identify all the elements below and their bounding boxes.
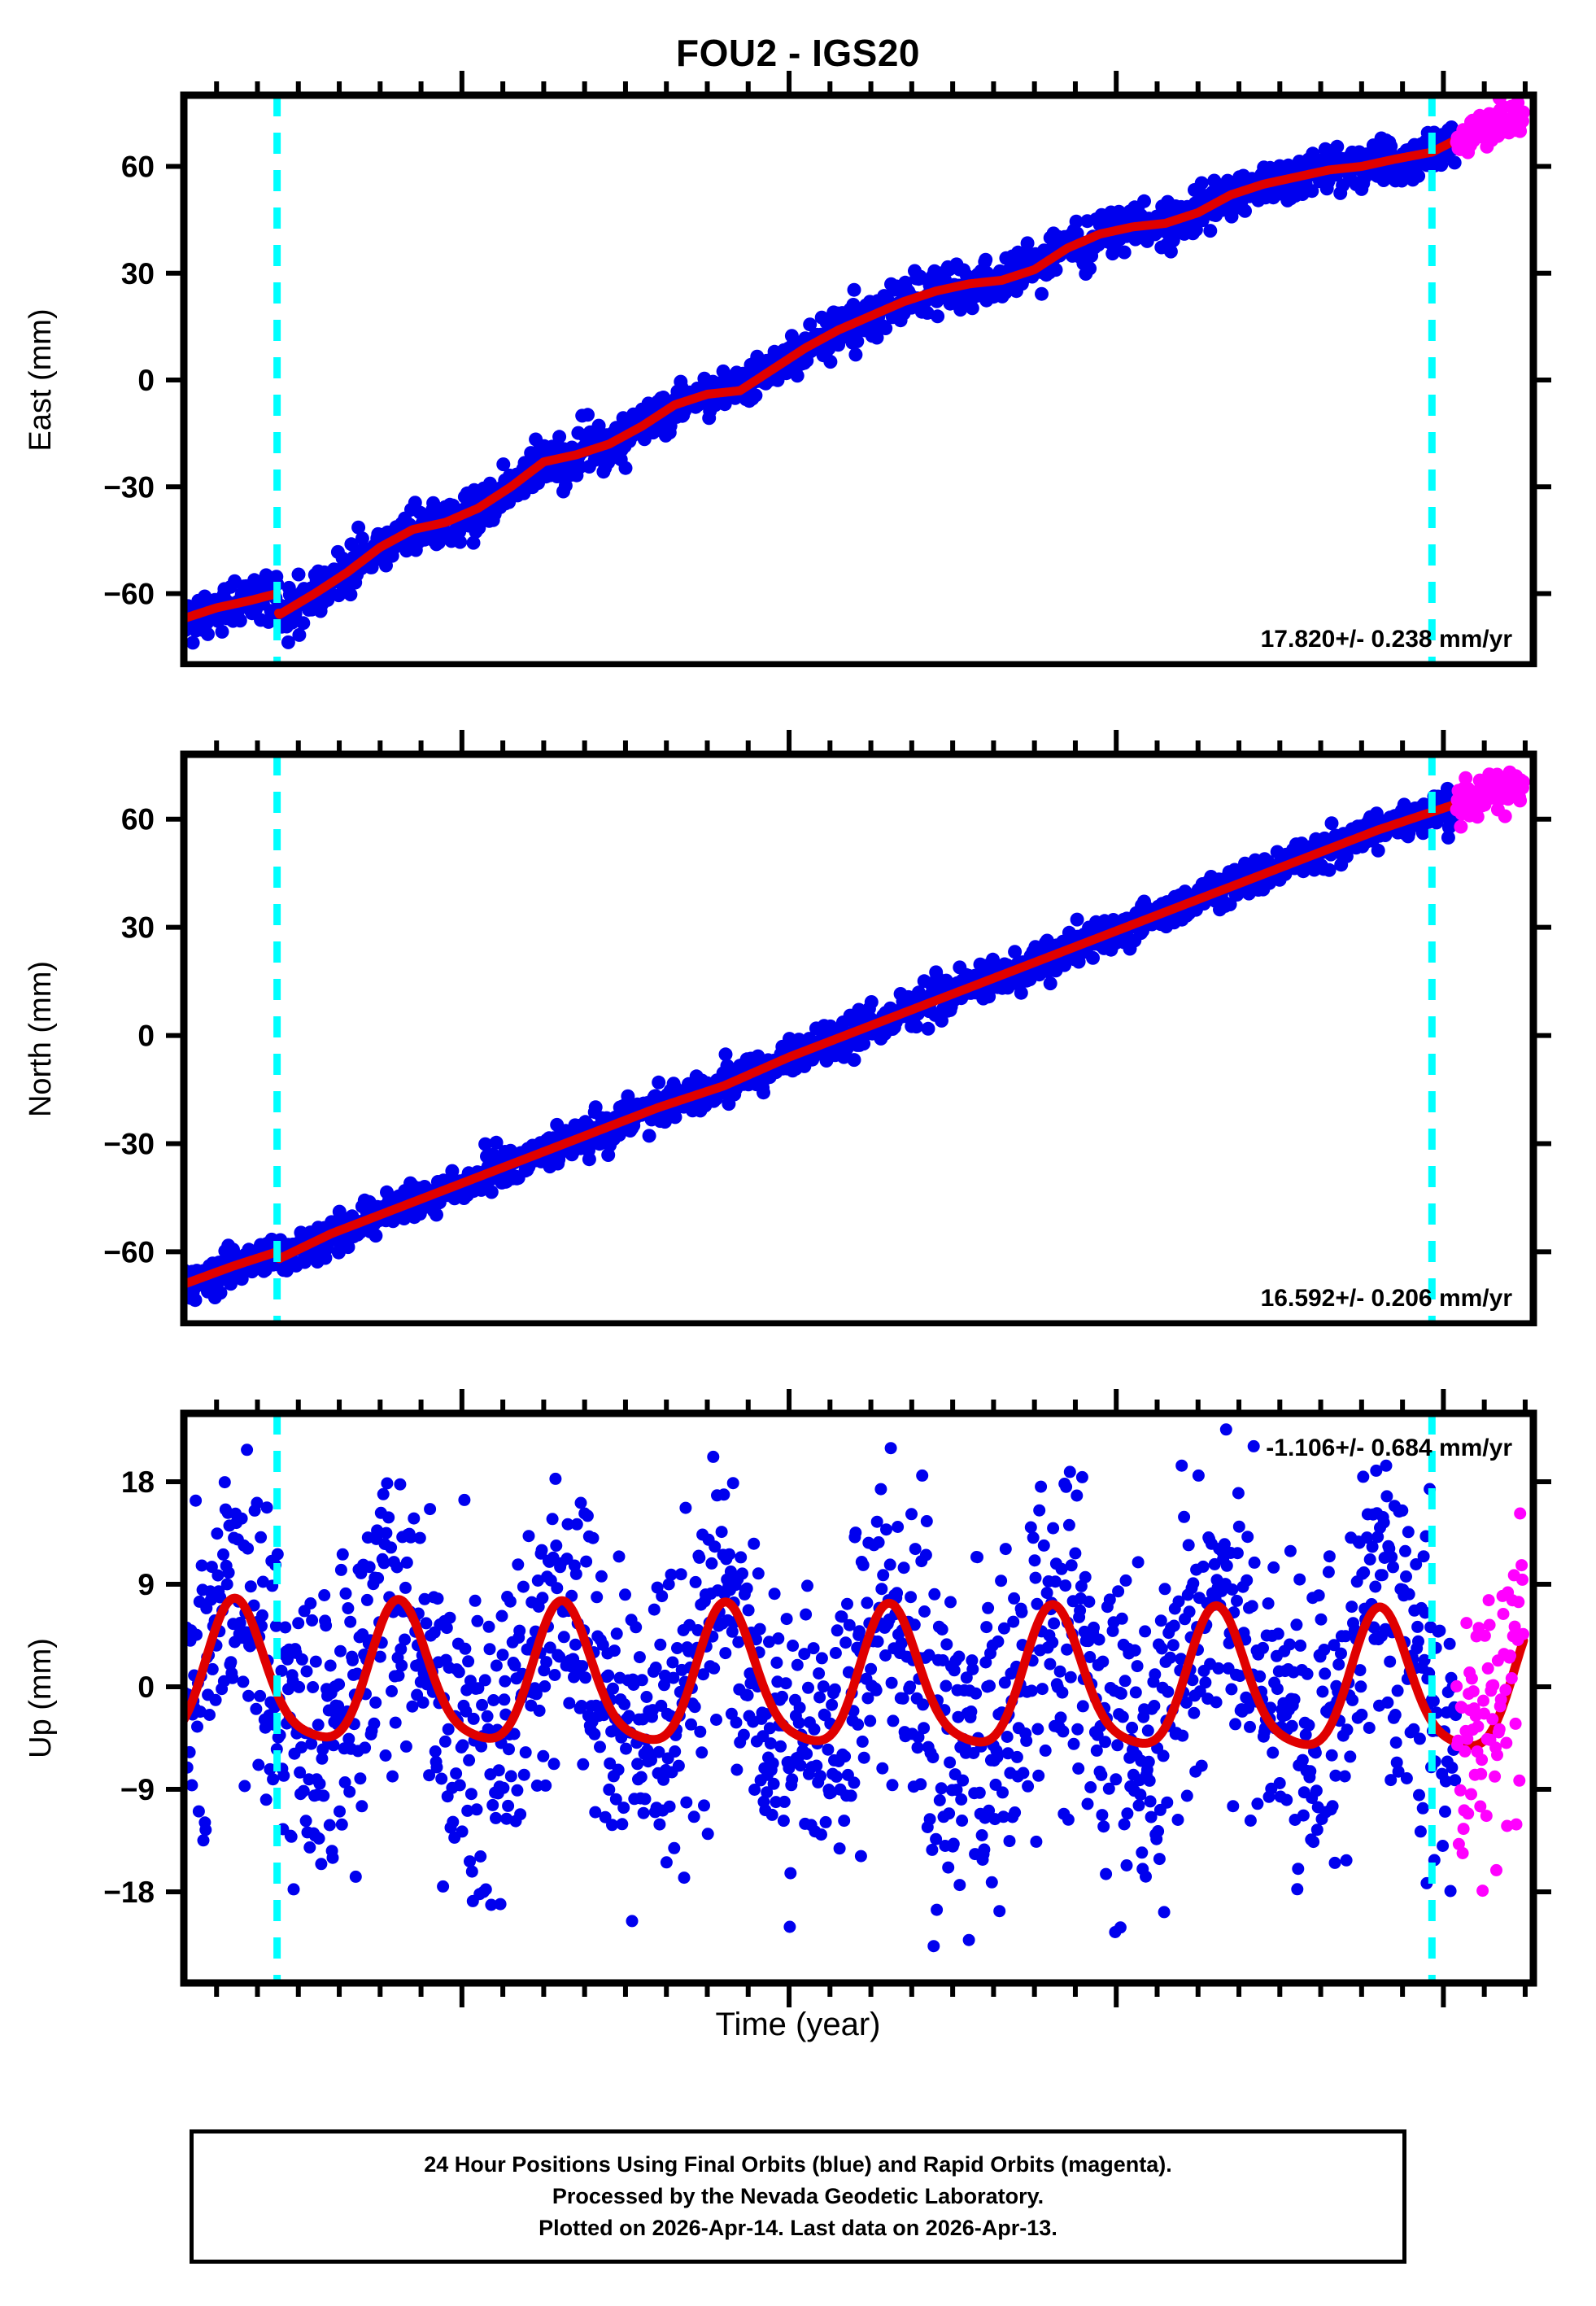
y-axis-label: East (mm) <box>24 308 58 451</box>
y-axis-label: Up (mm) <box>24 1638 58 1758</box>
caption-line-3: Plotted on 2026-Apr-14. Last data on 202… <box>539 2216 1057 2241</box>
caption-box: 24 Hour Positions Using Final Orbits (bl… <box>190 2129 1406 2264</box>
trend-line <box>185 116 1528 623</box>
x-axis-label: Time (year) <box>715 2007 881 2042</box>
caption-line-1: 24 Hour Positions Using Final Orbits (bl… <box>424 2151 1172 2177</box>
plot-frame <box>180 750 1537 1326</box>
data-points-final-orbits <box>185 1423 1463 1953</box>
y-tick-label: 30 <box>121 911 155 945</box>
data-points-rapid-orbits <box>1450 97 1530 159</box>
y-tick-label: 9 <box>137 1568 155 1601</box>
y-tick-label: −60 <box>103 578 155 611</box>
trend-line <box>185 1593 1528 1750</box>
plot-up: −18−909182020202220242026Up (mm)-1.106+/… <box>24 1389 1551 2007</box>
page-title: FOU2 - IGS20 <box>676 32 920 74</box>
panel-east: −60−30030602020202220242026East (mm)17.8… <box>0 49 1596 667</box>
rate-annotation: 17.820+/- 0.238 mm/yr <box>1261 626 1513 653</box>
y-tick-label: −9 <box>120 1773 155 1806</box>
data-points-final-orbits <box>185 120 1463 650</box>
data-layer-up <box>185 1423 1529 1953</box>
rate-annotation: -1.106+/- 0.684 mm/yr <box>1266 1435 1512 1461</box>
trend-line <box>185 782 1528 1289</box>
y-tick-label: 30 <box>121 257 155 290</box>
plot-frame <box>180 1409 1537 1987</box>
y-tick-label: 0 <box>137 1671 155 1704</box>
y-tick-label: 0 <box>137 364 155 397</box>
plot-north: −60−30030602020202220242026North (mm)16.… <box>24 730 1551 1326</box>
y-tick-label: −30 <box>103 470 155 504</box>
rate-annotation: 16.592+/- 0.206 mm/yr <box>1261 1285 1513 1312</box>
y-tick-label: 60 <box>121 151 155 184</box>
caption-line-2: Processed by the Nevada Geodetic Laborat… <box>552 2183 1044 2208</box>
data-layer-east <box>185 97 1530 650</box>
panel-north: −60−30030602020202220242026North (mm)16.… <box>0 708 1596 1326</box>
data-layer-north <box>185 765 1530 1308</box>
panel-up: −18−909182020202220242026Up (mm)-1.106+/… <box>0 1367 1596 2010</box>
y-tick-label: −18 <box>103 1876 155 1909</box>
y-tick-label: −30 <box>103 1127 155 1160</box>
y-tick-label: 60 <box>121 803 155 836</box>
data-points-rapid-orbits <box>1450 765 1530 834</box>
y-tick-label: 18 <box>121 1465 155 1499</box>
y-tick-label: −60 <box>103 1235 155 1269</box>
y-axis-label: North (mm) <box>24 961 58 1117</box>
plot-east: −60−30030602020202220242026East (mm)17.8… <box>24 71 1551 667</box>
y-tick-label: 0 <box>137 1020 155 1053</box>
data-points-rapid-orbits <box>1450 1507 1529 1898</box>
